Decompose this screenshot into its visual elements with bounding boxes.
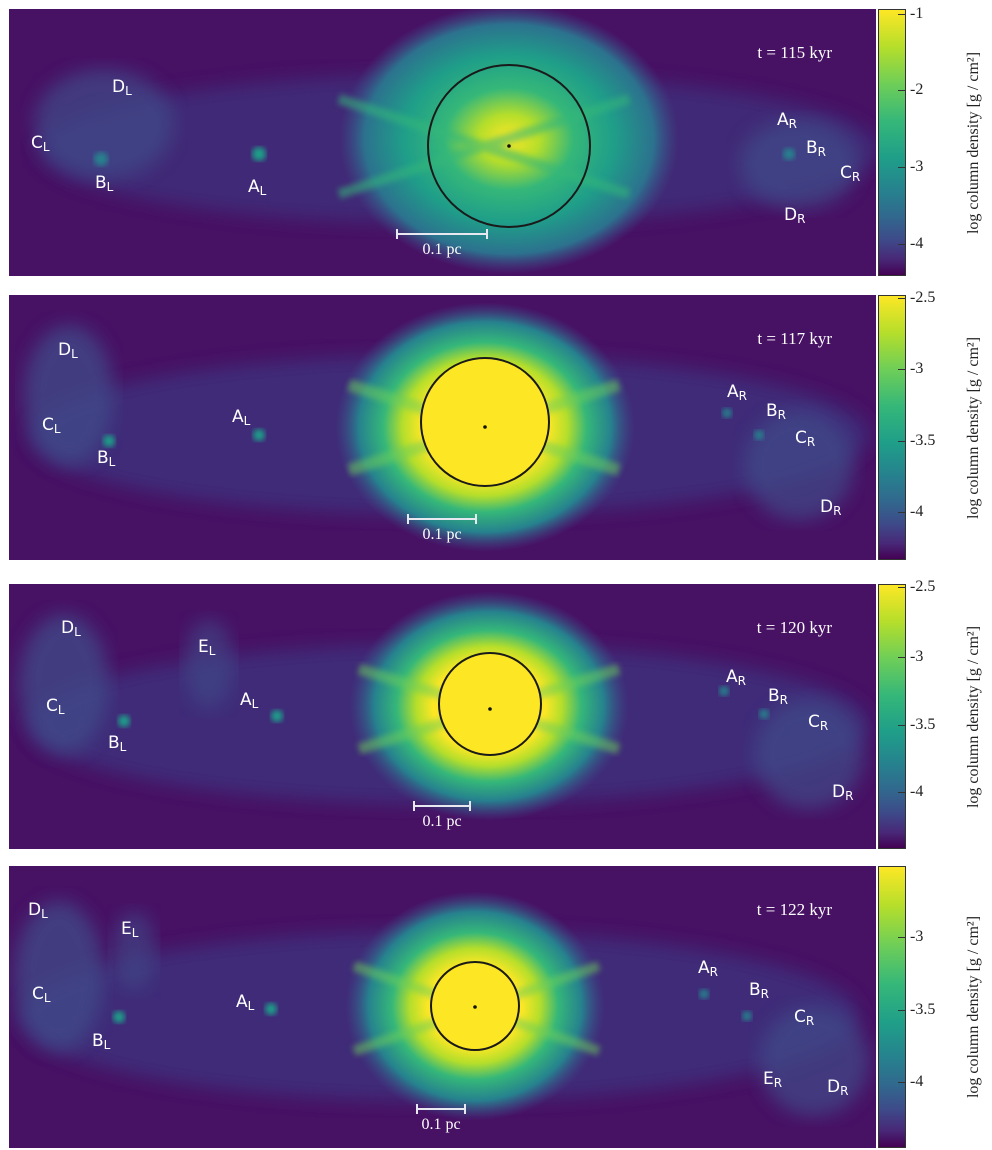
clump-label-dr: DR xyxy=(827,1077,849,1098)
scale-bar-label: 0.1 pc xyxy=(422,813,462,830)
clump-label-br: BR xyxy=(806,138,827,159)
clump-label-ar: AR xyxy=(726,667,746,688)
scale-bar-line xyxy=(416,1104,466,1114)
panel-t115: t = 115 kyr DL CL BL AL AR BR CR DR 0.1 … xyxy=(9,9,876,276)
clump-label-br: BR xyxy=(749,980,770,1001)
scale-bar: 0.1 pc xyxy=(405,514,479,544)
clump-label-dl: DL xyxy=(58,340,78,361)
scale-bar: 0.1 pc xyxy=(415,1104,467,1134)
clump-label-ar: AR xyxy=(727,382,747,403)
scale-bar-label: 0.1 pc xyxy=(422,241,462,258)
colorbar-title: log column density [g / cm²] xyxy=(965,625,982,808)
scale-bar-label: 0.1 pc xyxy=(421,1116,461,1133)
density-map xyxy=(9,9,876,276)
clump-label-er: ER xyxy=(763,1069,783,1090)
time-label: t = 122 kyr xyxy=(756,900,832,919)
density-map xyxy=(9,295,876,560)
clump-label-cr: CR xyxy=(795,428,816,449)
clump-label-ar: AR xyxy=(777,110,797,131)
scale-bar-line xyxy=(396,229,488,239)
scale-bar-line xyxy=(407,514,477,524)
panel-t117: t = 117 kyr DL CL BL AL AR BR CR DR 0.1 … xyxy=(9,295,876,560)
clump-label-al: AL xyxy=(248,177,267,198)
clump-label-dr: DR xyxy=(832,782,854,803)
clump-label-cr: CR xyxy=(794,1007,815,1028)
panel-t122: t = 122 kyr DL EL CL BL AL AR BR CR ER D… xyxy=(9,866,876,1148)
time-label: t = 115 kyr xyxy=(757,43,832,62)
clump-label-cl: CL xyxy=(31,133,50,154)
colorbar-title: log column density [g / cm²] xyxy=(965,51,982,234)
clump-label-al: AL xyxy=(236,992,255,1013)
clump-label-dl: DL xyxy=(61,618,81,639)
colorbar-title: log column density [g / cm²] xyxy=(965,336,982,519)
clump-label-dl: DL xyxy=(112,77,132,98)
panel-t120: t = 120 kyr DL EL CL BL AL AR BR CR DR 0… xyxy=(9,584,876,849)
time-label: t = 120 kyr xyxy=(756,618,832,637)
scale-bar: 0.1 pc xyxy=(411,801,473,831)
clump-label-bl: BL xyxy=(97,448,116,469)
clump-label-bl: BL xyxy=(95,173,114,194)
time-label: t = 117 kyr xyxy=(757,329,832,348)
density-map xyxy=(9,866,876,1148)
clump-label-dr: DR xyxy=(784,205,806,226)
clump-label-bl: BL xyxy=(108,733,127,754)
clump-label-cr: CR xyxy=(808,712,829,733)
clump-label-al: AL xyxy=(232,407,251,428)
clump-label-cl: CL xyxy=(46,696,65,717)
clump-label-bl: BL xyxy=(92,1031,111,1052)
scale-bar: 0.1 pc xyxy=(395,229,489,259)
scale-bar-line xyxy=(413,801,471,811)
clump-label-br: BR xyxy=(768,686,789,707)
colorbar xyxy=(878,9,906,276)
clump-label-dl: DL xyxy=(28,900,48,921)
clump-label-el: EL xyxy=(121,919,139,940)
clump-label-br: BR xyxy=(766,401,787,422)
clump-label-el: EL xyxy=(198,637,216,658)
colorbar-title: log column density [g / cm²] xyxy=(965,915,982,1099)
clump-label-cr: CR xyxy=(840,163,861,184)
colorbar xyxy=(878,295,906,560)
clump-label-ar: AR xyxy=(698,958,718,979)
clump-label-al: AL xyxy=(240,690,259,711)
colorbar xyxy=(878,584,906,849)
clump-label-dr: DR xyxy=(820,497,842,518)
scale-bar-label: 0.1 pc xyxy=(422,526,462,543)
density-map xyxy=(9,584,876,849)
colorbar xyxy=(878,866,906,1148)
clump-label-cl: CL xyxy=(42,415,61,436)
clump-label-cl: CL xyxy=(32,984,51,1005)
